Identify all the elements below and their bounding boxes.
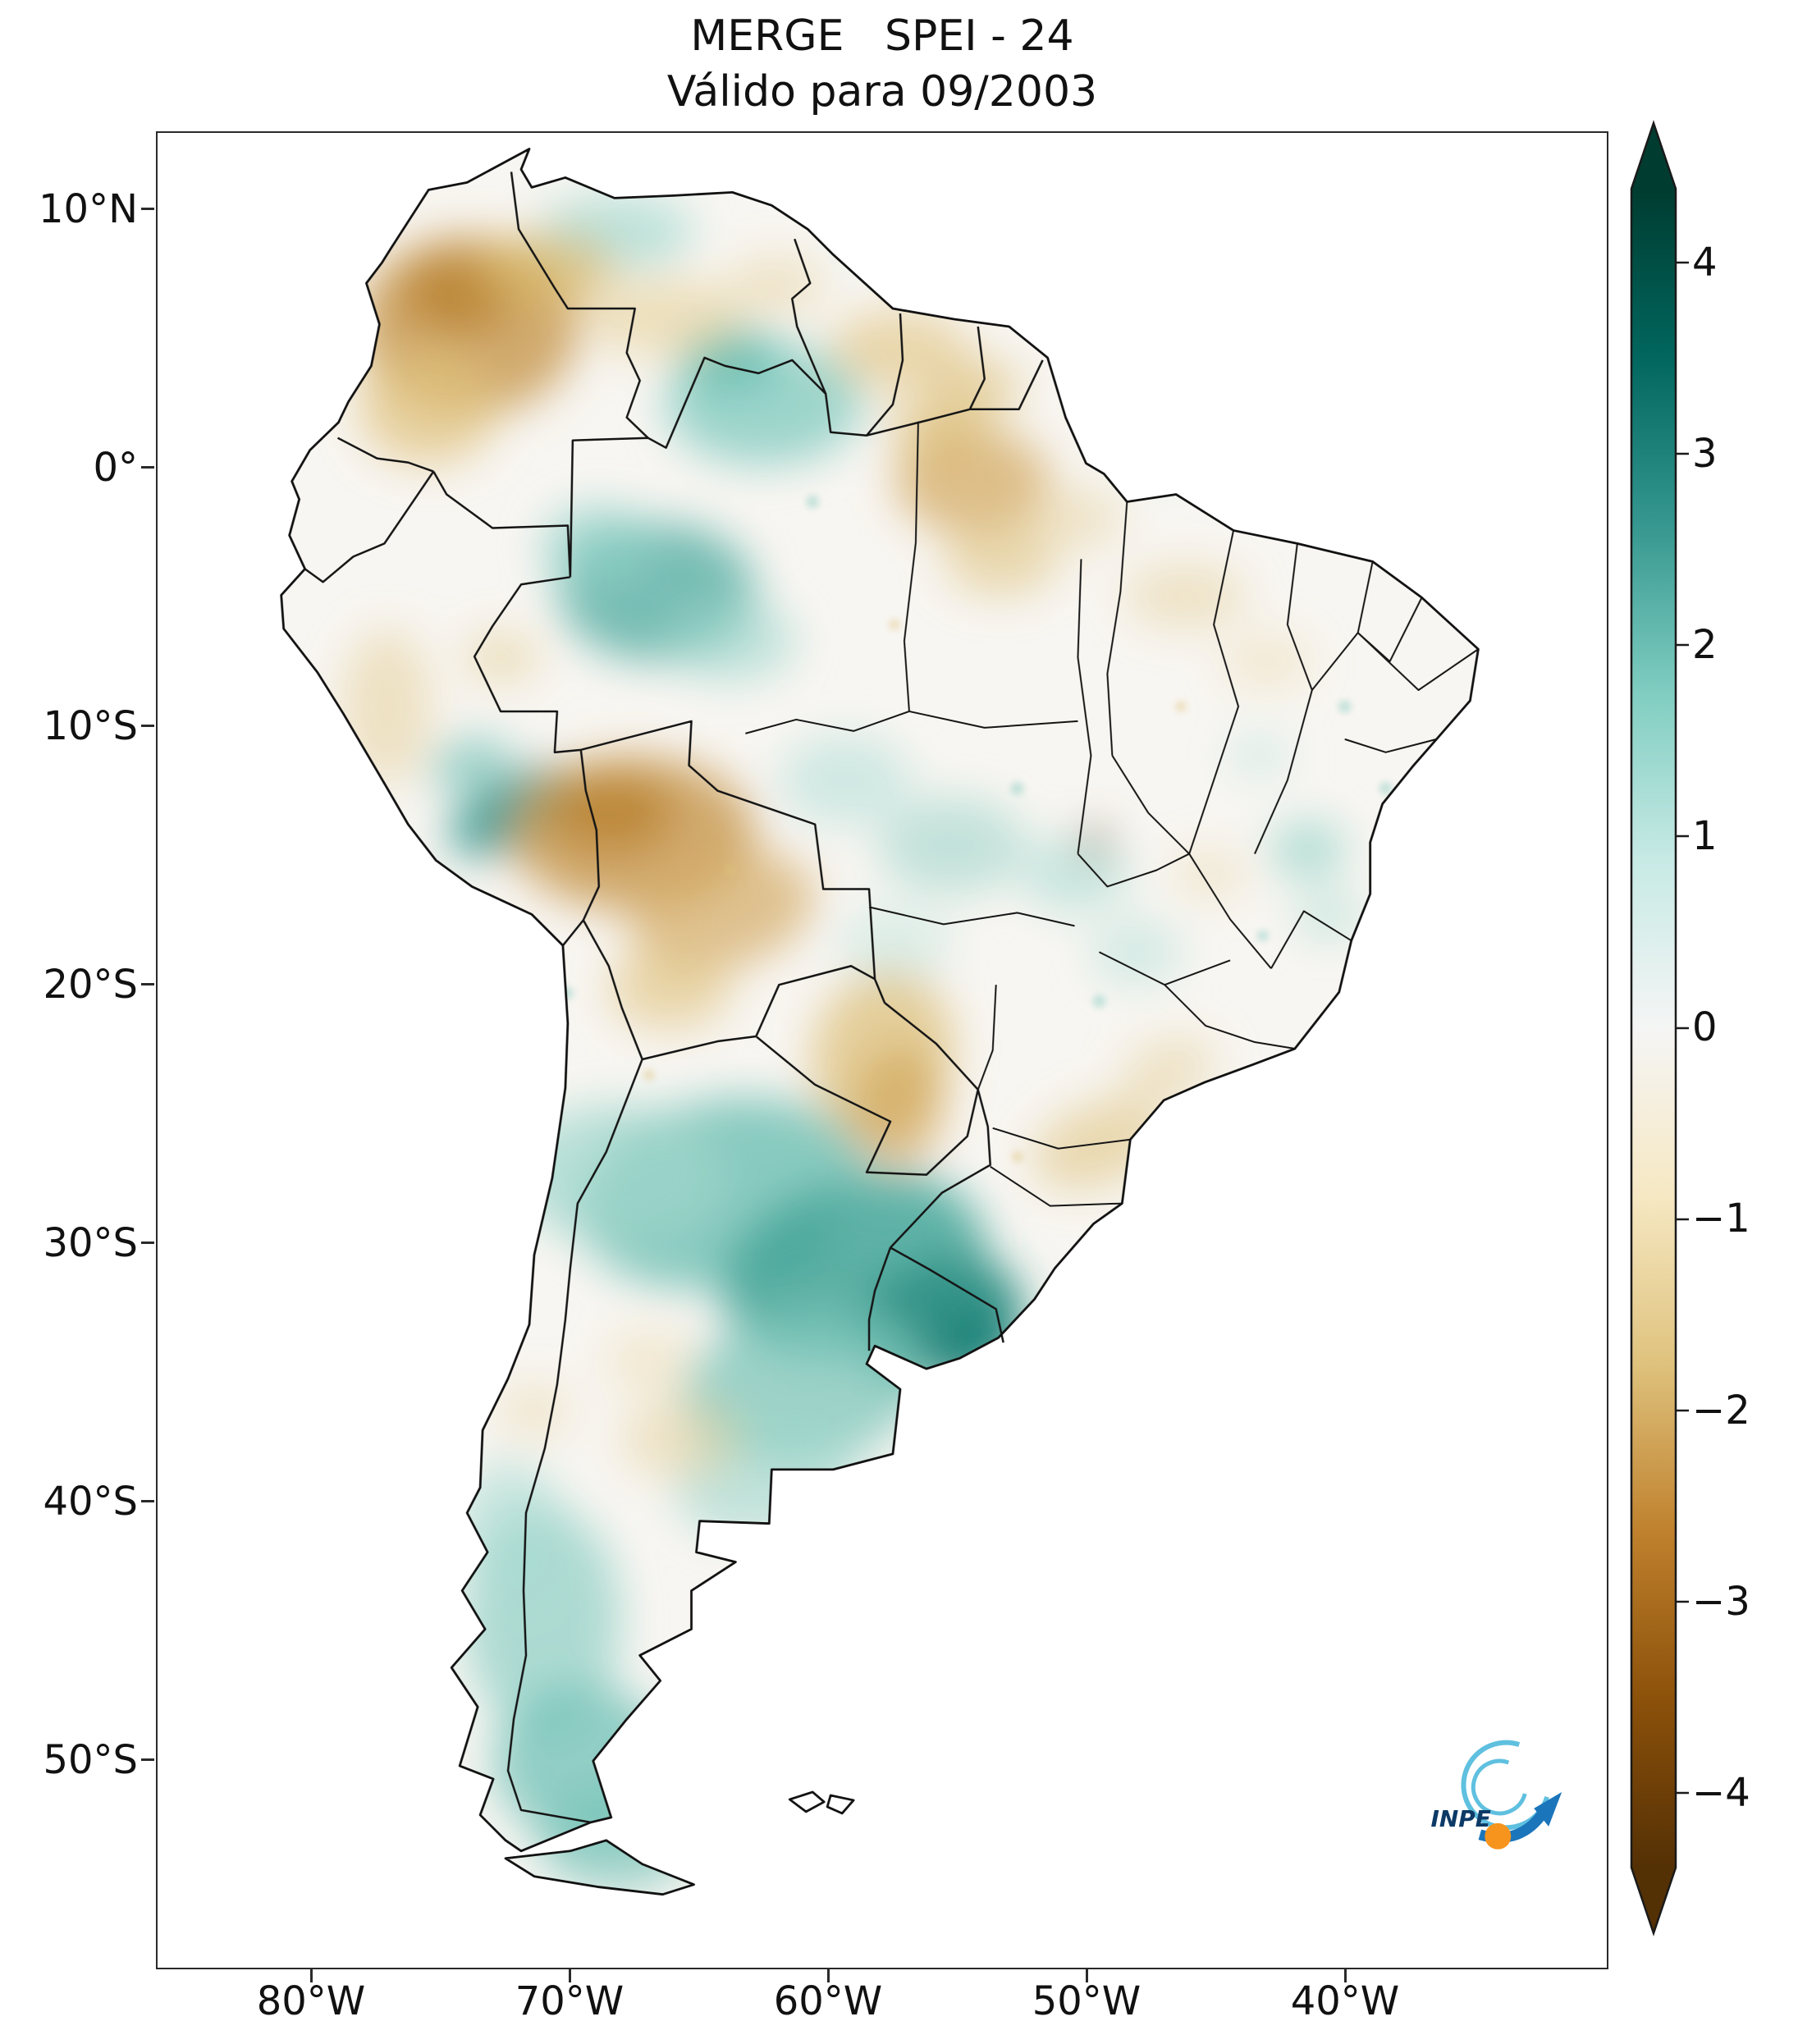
cbar-tick-label-m2: −2 [1692,1388,1750,1434]
y-tick-label-20s: 20°S [43,962,138,1008]
figure-title: MERGE SPEI - 24 [690,11,1074,61]
x-axis-tick [827,1969,830,1982]
cbar-tick-label-m4: −4 [1692,1770,1750,1816]
x-axis-tick [310,1969,313,1982]
colorbar-ticks [1676,261,1689,1795]
cbar-tick-label-1: 1 [1692,813,1718,859]
y-axis-tick [141,983,154,985]
y-axis-tick [141,1758,154,1761]
state-borders [745,421,1479,1207]
x-tick-label-40w: 40°W [1290,1978,1400,2024]
y-axis-tick [141,725,154,727]
south-america-map: INPE [280,148,1562,1896]
x-axis-tick [569,1969,571,1982]
logo-arrow-head [1534,1791,1562,1827]
y-axis-tick [141,208,154,210]
y-tick-label-10n: 10°N [39,186,138,232]
cbar-tick-label-3: 3 [1692,431,1718,477]
x-axis-tick [1344,1969,1347,1982]
logo-orange-ball [1485,1822,1512,1850]
x-tick-label-60w: 60°W [773,1978,883,2024]
y-tick-label-50s: 50°S [43,1737,138,1783]
x-tick-label-80w: 80°W [256,1978,366,2024]
cbar-tick-label-0: 0 [1692,1004,1718,1050]
cbar-tick-label-m3: −3 [1692,1579,1750,1625]
y-tick-label-40s: 40°S [43,1479,138,1525]
inpe-logo-text: INPE [1430,1805,1490,1832]
inpe-logo: INPE [1430,1740,1562,1850]
colorbar-gradient [1631,189,1676,1868]
logo-swoosh-inner [1471,1758,1527,1816]
colorbar [1630,120,1689,1937]
y-tick-label-0: 0° [93,445,138,491]
y-axis-tick [141,1500,154,1502]
y-tick-label-30s: 30°S [43,1220,138,1266]
country-borders [304,171,1044,1824]
figure-subtitle: Válido para 09/2003 [666,67,1098,117]
colorbar-top-tip [1631,123,1676,189]
colorbar-bottom-tip [1631,1868,1676,1933]
x-tick-label-70w: 70°W [515,1978,624,2024]
y-tick-label-10s: 10°S [43,703,138,749]
map-plot-area: INPE [156,131,1608,1969]
colorbar-outline [1630,120,1677,1937]
spei-anomaly-field [281,149,1479,1895]
coastline [280,148,1480,1896]
cbar-tick-label-m1: −1 [1692,1196,1750,1241]
cbar-tick-label-2: 2 [1692,622,1718,668]
y-axis-tick [141,466,154,469]
x-tick-label-50w: 50°W [1032,1978,1141,2024]
cbar-tick-label-4: 4 [1692,240,1718,286]
x-axis-tick [1086,1969,1088,1982]
y-axis-tick [141,1241,154,1244]
